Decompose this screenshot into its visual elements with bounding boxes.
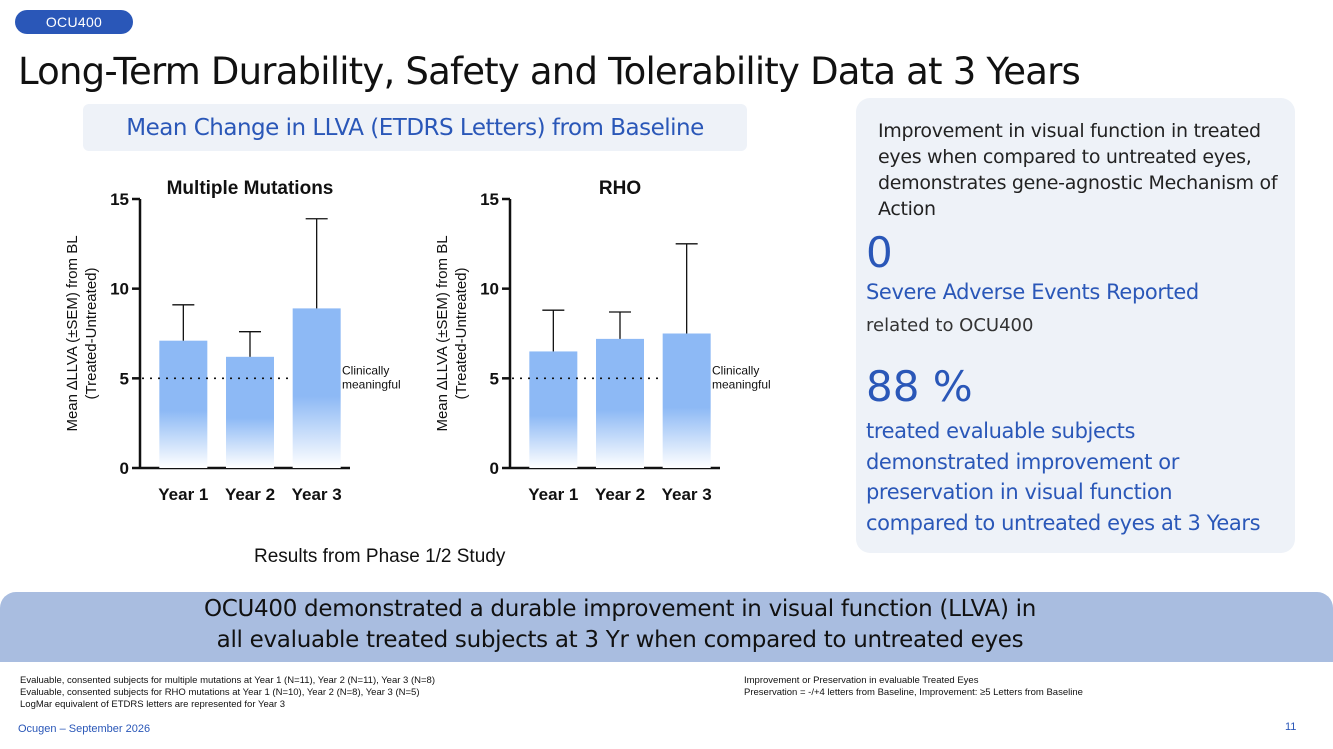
chart-title: RHO	[599, 178, 641, 199]
page-number: 11	[1285, 721, 1297, 733]
footnote: Improvement or Preservation in evaluable…	[744, 675, 979, 686]
bar	[292, 308, 341, 468]
footnotes-left: Evaluable, consented subjects for multip…	[20, 675, 435, 711]
sae-label: Severe Adverse Events Reported	[866, 280, 1199, 304]
chart-caption: Results from Phase 1/2 Study	[254, 546, 506, 567]
sae-sublabel: related to OCU400	[866, 315, 1034, 336]
footnote: Evaluable, consented subjects for RHO mu…	[20, 687, 420, 698]
y-tick-label: 10	[480, 280, 499, 299]
y-tick-label: 10	[110, 280, 129, 299]
multiple-mutations-chart: Multiple Mutations Mean ∆LLVA (±SEM) from…	[64, 178, 401, 504]
y-tick-label: 5	[120, 369, 129, 388]
footnotes-right: Improvement or Preservation in evaluable…	[744, 675, 1083, 699]
y-axis-label: (Treated-Untreated)	[453, 267, 470, 399]
improvement-description: treated evaluable subjects demonstrated …	[866, 416, 1291, 538]
x-tick-label: Year 1	[528, 485, 578, 504]
footnote: LogMar equivalent of ETDRS letters are r…	[20, 699, 286, 710]
ocu400-tag: OCU400	[15, 10, 133, 34]
bar	[596, 338, 644, 468]
y-axis-label: Mean ∆LLVA (±SEM) from BL	[64, 235, 81, 431]
page-title: Long-Term Durability, Safety and Tolerab…	[18, 50, 1081, 93]
improvement-line: treated evaluable subjects	[866, 419, 1135, 443]
bar	[159, 340, 208, 468]
conclusion-banner: OCU400 demonstrated a durable improvemen…	[0, 592, 1333, 662]
y-tick-label: 5	[490, 369, 499, 388]
chart-title: Multiple Mutations	[167, 178, 334, 199]
footnote: Evaluable, consented subjects for multip…	[20, 675, 435, 686]
footer-company-date: Ocugen – September 2026	[18, 723, 151, 735]
panel-intro: Improvement in visual function in treate…	[878, 120, 1278, 220]
x-tick-label: Year 3	[662, 485, 712, 504]
bar	[226, 356, 274, 468]
x-tick-label: Year 2	[225, 485, 275, 504]
improvement-line: compared to untreated eyes at 3 Years	[866, 510, 1261, 535]
sae-count: 0	[866, 228, 893, 277]
bar	[529, 351, 578, 468]
chart-section-title: Mean Change in LLVA (ETDRS Letters) from…	[126, 114, 704, 141]
y-tick-label: 15	[110, 190, 129, 209]
y-tick-label: 0	[120, 459, 129, 478]
x-tick-label: Year 1	[158, 485, 208, 504]
banner-line: all evaluable treated subjects at 3 Yr w…	[216, 627, 1024, 653]
y-tick-label: 15	[480, 190, 499, 209]
footnote: Preservation = -/+4 letters from Baselin…	[744, 687, 1083, 698]
improvement-percent: 88 %	[866, 362, 973, 411]
banner-line: OCU400 demonstrated a durable improvemen…	[203, 596, 1037, 622]
chart-section-header: Mean Change in LLVA (ETDRS Letters) from…	[83, 104, 747, 151]
y-axis-label: Mean ∆LLVA (±SEM) from BL	[434, 235, 451, 431]
y-axis-label: (Treated-Untreated)	[83, 267, 100, 399]
reference-label: Clinically	[712, 363, 759, 377]
reference-label: meaningful	[712, 377, 771, 391]
bar	[662, 333, 711, 468]
reference-label: meaningful	[342, 377, 401, 391]
y-tick-label: 0	[490, 459, 499, 478]
x-tick-label: Year 2	[595, 485, 645, 504]
rho-chart: RHO Mean ∆LLVA (±SEM) from BL (Treated-Unt…	[434, 178, 771, 504]
x-tick-label: Year 3	[292, 485, 342, 504]
reference-label: Clinically	[342, 363, 389, 377]
key-findings-panel: Improvement in visual function in treate…	[856, 98, 1295, 553]
improvement-line: demonstrated improvement or	[866, 449, 1179, 474]
improvement-line: preservation in visual function	[866, 480, 1173, 504]
